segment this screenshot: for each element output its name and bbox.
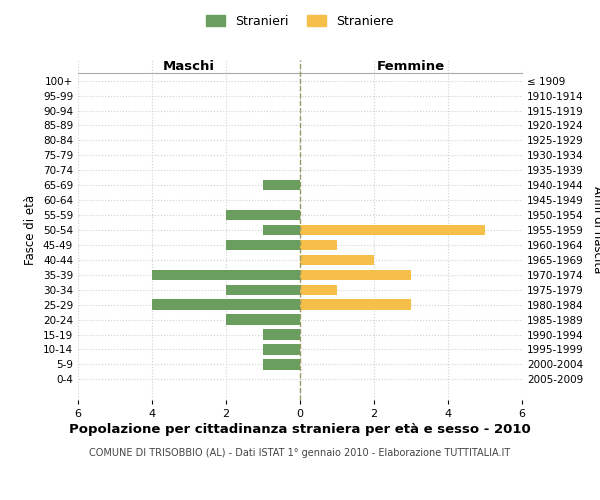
Y-axis label: Fasce di età: Fasce di età (25, 195, 37, 265)
Bar (263, 330, 300, 340)
Text: Popolazione per cittadinanza straniera per età e sesso - 2010: Popolazione per cittadinanza straniera p… (69, 422, 531, 436)
Bar (226, 284, 300, 295)
Bar (300, 284, 337, 295)
Legend: Stranieri, Straniere: Stranieri, Straniere (203, 11, 397, 32)
Bar (226, 314, 300, 325)
Bar (300, 240, 337, 250)
Bar (152, 300, 300, 310)
Bar (263, 180, 300, 190)
Bar (300, 300, 411, 310)
Y-axis label: Anni di nascita: Anni di nascita (590, 186, 600, 274)
Bar (226, 240, 300, 250)
Bar (300, 254, 374, 265)
Bar (300, 270, 411, 280)
Text: COMUNE DI TRISOBBIO (AL) - Dati ISTAT 1° gennaio 2010 - Elaborazione TUTTITALIA.: COMUNE DI TRISOBBIO (AL) - Dati ISTAT 1°… (89, 448, 511, 458)
Bar (263, 359, 300, 370)
Text: Femmine: Femmine (377, 60, 445, 73)
Bar (226, 210, 300, 220)
Bar (263, 225, 300, 235)
Bar (152, 270, 300, 280)
Bar (300, 225, 485, 235)
Bar (263, 344, 300, 354)
Text: Maschi: Maschi (163, 60, 215, 73)
